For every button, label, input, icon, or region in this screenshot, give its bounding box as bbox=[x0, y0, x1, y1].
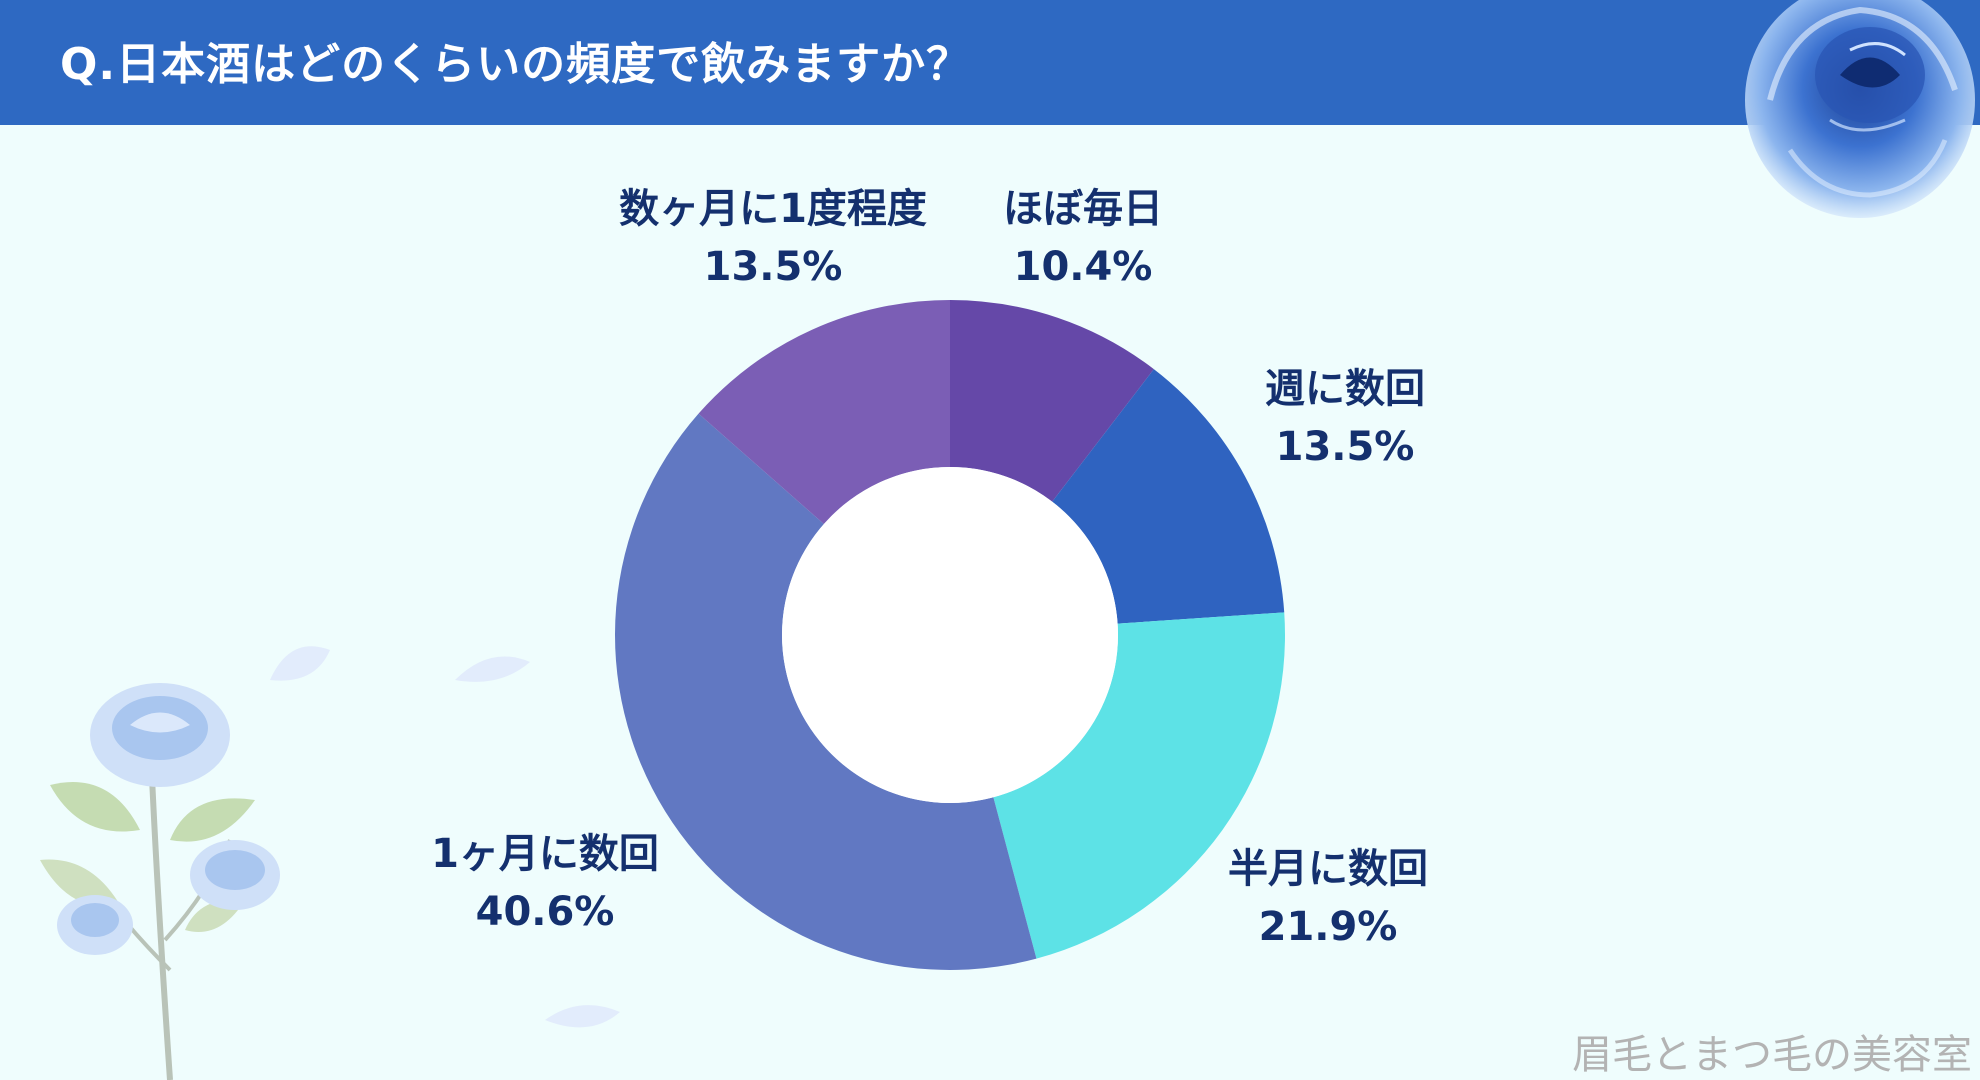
donut-slice bbox=[993, 612, 1285, 959]
donut-slice bbox=[698, 300, 950, 525]
donut-slice bbox=[615, 413, 1037, 971]
petal-icon bbox=[455, 656, 530, 682]
slice-label: 数ヶ月に1度程度 13.5% bbox=[619, 180, 927, 296]
slice-label-value: 13.5% bbox=[1275, 424, 1415, 470]
petal-icon bbox=[545, 1005, 620, 1028]
donut-slice bbox=[1052, 369, 1285, 624]
chart-title: Q.日本酒はどのくらいの頻度で飲みますか？ bbox=[60, 39, 972, 90]
petal-icon bbox=[270, 646, 330, 681]
slice-label-category: 1ヶ月に数回 bbox=[431, 831, 659, 877]
rose-icon bbox=[1745, 0, 1975, 218]
slice-label: 1ヶ月に数回 40.6% bbox=[431, 825, 659, 941]
slice-label: 半月に数回 21.9% bbox=[1228, 840, 1428, 956]
slice-label: 週に数回 13.5% bbox=[1265, 360, 1425, 476]
slice-label-value: 21.9% bbox=[1258, 904, 1398, 950]
donut-hole bbox=[782, 467, 1118, 803]
rose-stem-icon bbox=[40, 646, 620, 1080]
slice-label-category: 週に数回 bbox=[1265, 366, 1425, 412]
header-bar: Q.日本酒はどのくらいの頻度で飲みますか？ bbox=[0, 0, 1980, 125]
slice-label-value: 10.4% bbox=[1013, 244, 1153, 290]
slice-label-category: ほぼ毎日 bbox=[1003, 186, 1163, 232]
slice-label-category: 数ヶ月に1度程度 bbox=[619, 186, 927, 232]
slice-label-category: 半月に数回 bbox=[1228, 846, 1428, 892]
slice-label-value: 40.6% bbox=[475, 889, 615, 935]
slice-label: ほぼ毎日 10.4% bbox=[1003, 180, 1163, 296]
watermark-text: 眉毛とまつ毛の美容室 bbox=[1572, 1032, 1972, 1078]
donut-slice bbox=[950, 300, 1154, 502]
slice-label-value: 13.5% bbox=[703, 244, 843, 290]
